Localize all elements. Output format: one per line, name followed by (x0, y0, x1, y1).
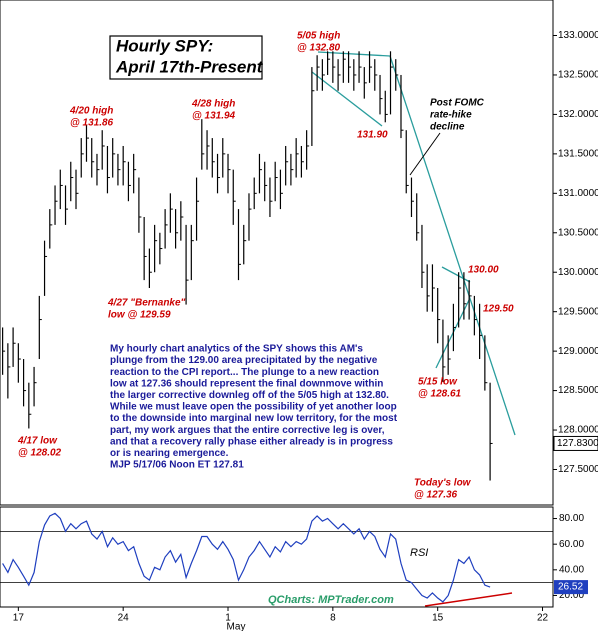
last-rsi-box (554, 580, 588, 595)
y-tick-label: 128.5000 (558, 385, 598, 396)
last-rsi-label: 26.52 (558, 582, 583, 593)
y-tick-label: 132.0000 (558, 109, 598, 120)
commentary-line: My hourly chart analytics of the SPY sho… (110, 344, 363, 355)
rsi-support-line (424, 592, 513, 607)
x-tick-label: 8 (330, 613, 336, 624)
y-tick-label: 128.0000 (558, 425, 598, 436)
x-tick-label: 15 (432, 613, 444, 624)
commentary-line: low at 127.36 should represent the final… (110, 378, 383, 389)
annotation: @ 132.80 (297, 43, 341, 54)
annotation: 5/15 low (418, 377, 458, 388)
pointer-line (409, 132, 441, 176)
y-tick-label: 129.0000 (558, 346, 598, 357)
annotation: 4/27 "Bernanke" (107, 298, 186, 309)
source: QCharts: MPTrader.com (268, 594, 394, 606)
y-tick-label: 132.5000 (558, 70, 598, 81)
chart-title: April 17th-Present (115, 57, 264, 76)
last-price-label: 127.8300 (557, 438, 598, 449)
commentary-line: plunge from the 129.00 area precipitated… (110, 355, 378, 366)
rsi-panel (0, 506, 554, 608)
rsi-tick-label: 80.00 (559, 513, 584, 524)
annotation: low @ 129.59 (108, 310, 171, 321)
commentary-line: reaction to the CPI report... The plunge… (110, 367, 379, 378)
y-tick-label: 130.0000 (558, 267, 598, 278)
x-tick-label: 17 (13, 613, 25, 624)
rsi-label: RSI (410, 547, 428, 559)
commentary-line: While we must leave open the possibility… (110, 402, 397, 413)
x-tick-label: 22 (537, 613, 549, 624)
annotation: 131.90 (357, 130, 388, 141)
annotation: Post FOMC (430, 98, 485, 109)
price-panel (0, 0, 554, 506)
annotation: 4/17 low (17, 436, 58, 447)
annotation: @ 128.61 (418, 389, 462, 400)
annotation: 4/28 high (191, 99, 235, 110)
commentary-line: MJP 5/17/06 Noon ET 127.81 (110, 460, 244, 471)
annotation: 4/20 high (69, 106, 113, 117)
rsi-tick-label: 40.00 (559, 564, 584, 575)
y-tick-label: 127.5000 (558, 464, 598, 475)
annotation: @ 131.86 (70, 118, 114, 129)
annotation: @ 127.36 (414, 490, 458, 501)
rsi-tick-label: 20.00 (559, 590, 584, 601)
commentary-line: part, my work argues that the entire cor… (110, 425, 385, 436)
annotation: decline (430, 122, 465, 133)
trendline (317, 51, 391, 57)
annotation: 5/05 high (297, 31, 340, 42)
annotation: @ 131.94 (192, 111, 236, 122)
trendline (311, 71, 383, 127)
y-tick-label: 131.5000 (558, 149, 598, 160)
annotation: 130.00 (468, 265, 499, 276)
y-tick-label: 131.0000 (558, 188, 598, 199)
trendline (389, 55, 516, 436)
chart-title: Hourly SPY: (116, 36, 213, 55)
y-tick-label: 129.5000 (558, 306, 598, 317)
commentary-line: or is nearing emergence. (110, 448, 229, 459)
y-tick-label: 133.0000 (558, 30, 598, 41)
title-box (109, 35, 263, 80)
commentary-line: and that a recovery rally phase either a… (110, 436, 393, 447)
x-tick-label: 1 (225, 613, 231, 624)
last-price-box (553, 435, 598, 451)
trendline (441, 266, 471, 283)
month-label: May (227, 622, 246, 631)
annotation: Today's low (414, 478, 472, 489)
commentary-line: to the downside into marginal new low te… (110, 413, 398, 424)
annotation: rate-hike (430, 110, 472, 121)
rsi-line (2, 512, 491, 603)
x-tick-label: 24 (118, 613, 130, 624)
y-tick-label: 130.5000 (558, 227, 598, 238)
annotation: @ 128.02 (18, 448, 62, 459)
annotation: 129.50 (483, 304, 514, 315)
commentary-line: the larger corrective downleg off of the… (110, 390, 389, 401)
rsi-tick-label: 60.00 (559, 539, 584, 550)
